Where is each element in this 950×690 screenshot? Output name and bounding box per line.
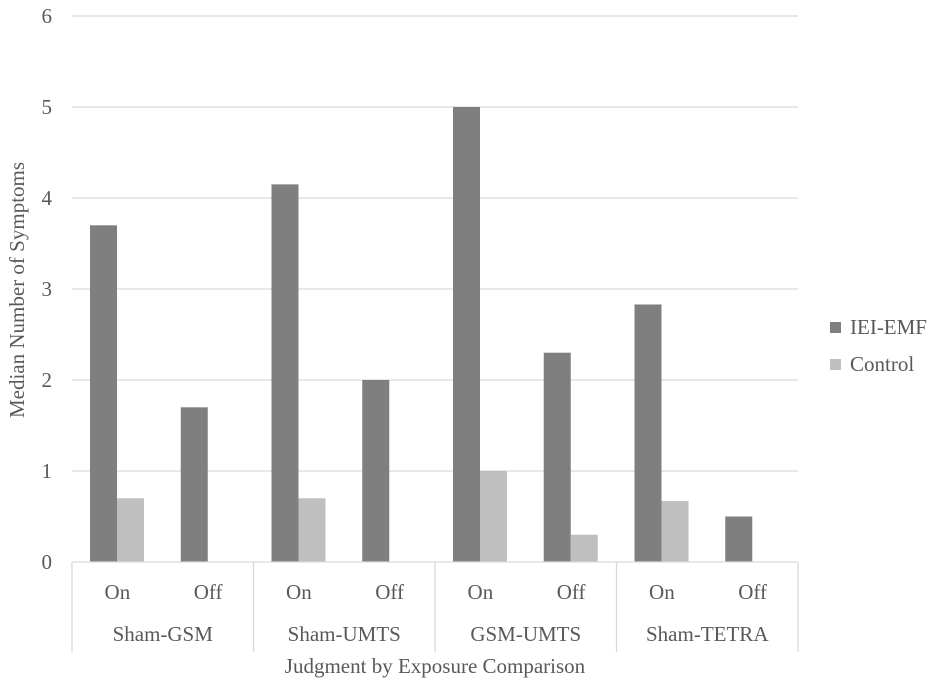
y-tick-label: 4: [42, 186, 53, 210]
bar-iei-emf: [634, 304, 662, 562]
bars: [90, 107, 753, 563]
x-group-label: GSM-UMTS: [470, 622, 581, 646]
x-tick-label: On: [649, 580, 675, 604]
bar-control: [661, 501, 689, 562]
bar-iei-emf: [453, 107, 480, 562]
bar-control: [570, 534, 598, 562]
y-tick-label: 5: [42, 95, 53, 119]
x-tick-label: Off: [194, 580, 223, 604]
bar-control: [298, 498, 326, 562]
bar-iei-emf: [725, 516, 753, 562]
x-tick-label: On: [286, 580, 312, 604]
legend-swatch: [830, 359, 841, 370]
bar-iei-emf: [362, 380, 390, 562]
legend-swatch: [830, 322, 841, 333]
y-axis: 0 1 2 3 4 5 6: [42, 4, 53, 574]
x-tick-label: On: [468, 580, 494, 604]
x-tick-label: Off: [738, 580, 767, 604]
y-tick-label: 2: [42, 368, 53, 392]
y-tick-label: 3: [42, 277, 53, 301]
bar-iei-emf: [543, 352, 571, 562]
x-group-label: Sham-GSM: [113, 622, 214, 646]
gridlines: [72, 15, 798, 472]
x-axis-title: Judgment by Exposure Comparison: [285, 654, 586, 678]
bar-control: [480, 471, 507, 562]
bar-iei-emf: [271, 184, 299, 562]
x-group-label: Sham-TETRA: [646, 622, 769, 646]
x-tick-label: On: [105, 580, 131, 604]
y-tick-label: 6: [42, 4, 53, 28]
y-tick-label: 0: [42, 550, 53, 574]
bar-iei-emf: [180, 407, 208, 562]
legend-label: IEI-EMF: [850, 315, 927, 339]
legend-label: Control: [850, 352, 914, 376]
legend: IEI-EMF Control: [830, 315, 927, 376]
x-tick-label: Off: [375, 580, 404, 604]
bar-iei-emf: [90, 225, 117, 563]
x-group-label: Sham-UMTS: [288, 622, 401, 646]
bar-control: [117, 498, 144, 562]
y-axis-title: Median Number of Symptoms: [5, 162, 29, 418]
y-tick-label: 1: [42, 459, 53, 483]
x-axis: On Off On Off On Off On Off Sham-GSM Sham-UMTS GSM…: [71, 561, 799, 652]
x-tick-label: Off: [557, 580, 586, 604]
